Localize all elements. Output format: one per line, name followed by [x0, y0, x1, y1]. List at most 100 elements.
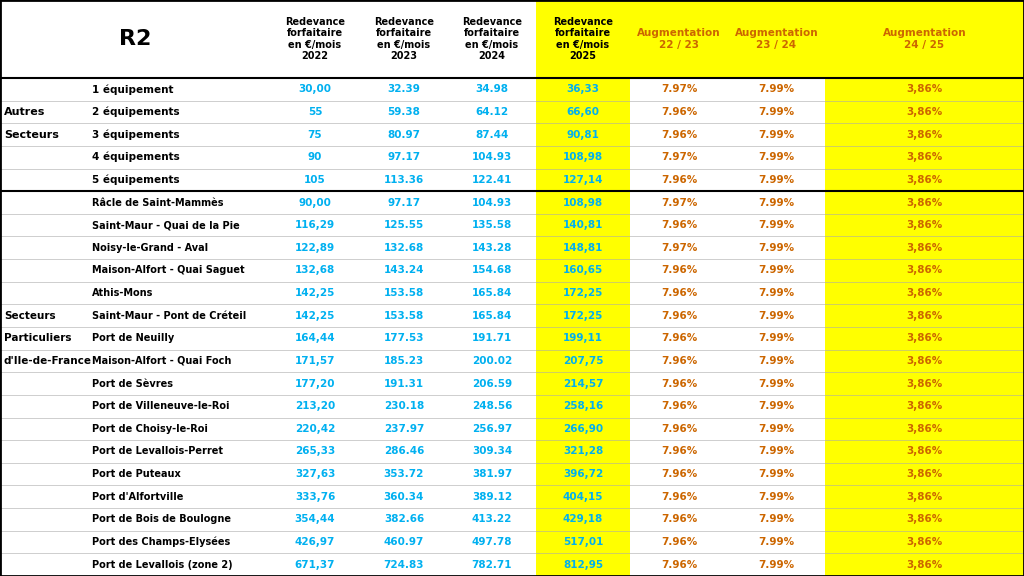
- Text: Port de Levallois (zone 2): Port de Levallois (zone 2): [92, 560, 232, 570]
- Bar: [728, 304, 825, 327]
- Text: 7.96%: 7.96%: [660, 514, 697, 524]
- Text: Port de Levallois-Perret: Port de Levallois-Perret: [92, 446, 223, 457]
- Text: 7.99%: 7.99%: [759, 310, 795, 321]
- Bar: [360, 282, 449, 304]
- Text: Secteurs: Secteurs: [4, 130, 58, 139]
- Text: 7.96%: 7.96%: [660, 560, 697, 570]
- Text: 164,44: 164,44: [295, 334, 335, 343]
- Bar: [728, 146, 825, 169]
- Bar: [728, 350, 825, 372]
- Text: 220,42: 220,42: [295, 424, 335, 434]
- Bar: [270, 418, 360, 440]
- Bar: [360, 508, 449, 530]
- Bar: [728, 123, 825, 146]
- Bar: [449, 282, 536, 304]
- Text: 140,81: 140,81: [563, 220, 603, 230]
- Bar: [536, 0, 630, 576]
- Text: 108,98: 108,98: [563, 198, 603, 207]
- Bar: [728, 214, 825, 237]
- Bar: [88, 440, 270, 463]
- Bar: [536, 372, 630, 395]
- Text: 497.78: 497.78: [472, 537, 512, 547]
- Text: 7.99%: 7.99%: [759, 84, 795, 94]
- Text: 389.12: 389.12: [472, 492, 512, 502]
- Bar: [88, 304, 270, 327]
- Bar: [270, 282, 360, 304]
- Bar: [449, 530, 536, 554]
- Bar: [728, 191, 825, 214]
- Text: 265,33: 265,33: [295, 446, 335, 457]
- Text: 7.99%: 7.99%: [759, 242, 795, 253]
- Text: 3,86%: 3,86%: [906, 198, 943, 207]
- Bar: [449, 508, 536, 530]
- Bar: [449, 463, 536, 486]
- Bar: [825, 530, 1024, 554]
- Text: 3,86%: 3,86%: [906, 424, 943, 434]
- Bar: [449, 554, 536, 576]
- Bar: [88, 508, 270, 530]
- Text: Augmentation
22 / 23: Augmentation 22 / 23: [637, 28, 721, 50]
- Text: 7.99%: 7.99%: [759, 424, 795, 434]
- Text: 148,81: 148,81: [563, 242, 603, 253]
- Bar: [270, 554, 360, 576]
- Text: 266,90: 266,90: [563, 424, 603, 434]
- Bar: [449, 259, 536, 282]
- Text: 7.96%: 7.96%: [660, 130, 697, 139]
- Bar: [536, 237, 630, 259]
- Text: 724.83: 724.83: [384, 560, 424, 570]
- Bar: [449, 350, 536, 372]
- Text: 327,63: 327,63: [295, 469, 335, 479]
- Text: 7.99%: 7.99%: [759, 446, 795, 457]
- Text: 782.71: 782.71: [472, 560, 512, 570]
- Text: 7.96%: 7.96%: [660, 266, 697, 275]
- Text: 381.97: 381.97: [472, 469, 512, 479]
- Bar: [630, 78, 728, 101]
- Text: 382.66: 382.66: [384, 514, 424, 524]
- Bar: [825, 463, 1024, 486]
- Text: 213,20: 213,20: [295, 401, 335, 411]
- Text: 132,68: 132,68: [295, 266, 335, 275]
- Bar: [825, 395, 1024, 418]
- Text: 7.99%: 7.99%: [759, 356, 795, 366]
- Text: 36,33: 36,33: [566, 84, 599, 94]
- Text: 517,01: 517,01: [563, 537, 603, 547]
- Text: 7.99%: 7.99%: [759, 537, 795, 547]
- Text: 127,14: 127,14: [563, 175, 603, 185]
- Bar: [270, 237, 360, 259]
- Bar: [728, 327, 825, 350]
- Text: 7.99%: 7.99%: [759, 288, 795, 298]
- Text: 7.99%: 7.99%: [759, 266, 795, 275]
- Text: 200.02: 200.02: [472, 356, 512, 366]
- Text: 143.28: 143.28: [472, 242, 512, 253]
- Bar: [88, 78, 270, 101]
- Text: 75: 75: [307, 130, 323, 139]
- Bar: [360, 554, 449, 576]
- Bar: [825, 350, 1024, 372]
- Text: 3,86%: 3,86%: [906, 310, 943, 321]
- Bar: [825, 214, 1024, 237]
- Bar: [270, 169, 360, 191]
- Text: 122,89: 122,89: [295, 242, 335, 253]
- Text: 3,86%: 3,86%: [906, 266, 943, 275]
- Bar: [0, 0, 270, 78]
- Bar: [0, 304, 88, 327]
- Bar: [728, 169, 825, 191]
- Bar: [360, 191, 449, 214]
- Text: d'Ile-de-France: d'Ile-de-France: [4, 356, 92, 366]
- Bar: [88, 530, 270, 554]
- Text: 7.99%: 7.99%: [759, 560, 795, 570]
- Text: Port de Choisy-le-Roi: Port de Choisy-le-Roi: [92, 424, 208, 434]
- Text: 66,60: 66,60: [566, 107, 599, 117]
- Text: 353.72: 353.72: [384, 469, 424, 479]
- Bar: [630, 508, 728, 530]
- Bar: [630, 463, 728, 486]
- Bar: [88, 237, 270, 259]
- Text: 460.97: 460.97: [384, 537, 424, 547]
- Text: 309.34: 309.34: [472, 446, 512, 457]
- Bar: [270, 327, 360, 350]
- Bar: [88, 214, 270, 237]
- Bar: [536, 463, 630, 486]
- Bar: [88, 463, 270, 486]
- Text: Râcle de Saint-Mammès: Râcle de Saint-Mammès: [92, 198, 223, 207]
- Text: Port des Champs-Elysées: Port des Champs-Elysées: [92, 537, 230, 547]
